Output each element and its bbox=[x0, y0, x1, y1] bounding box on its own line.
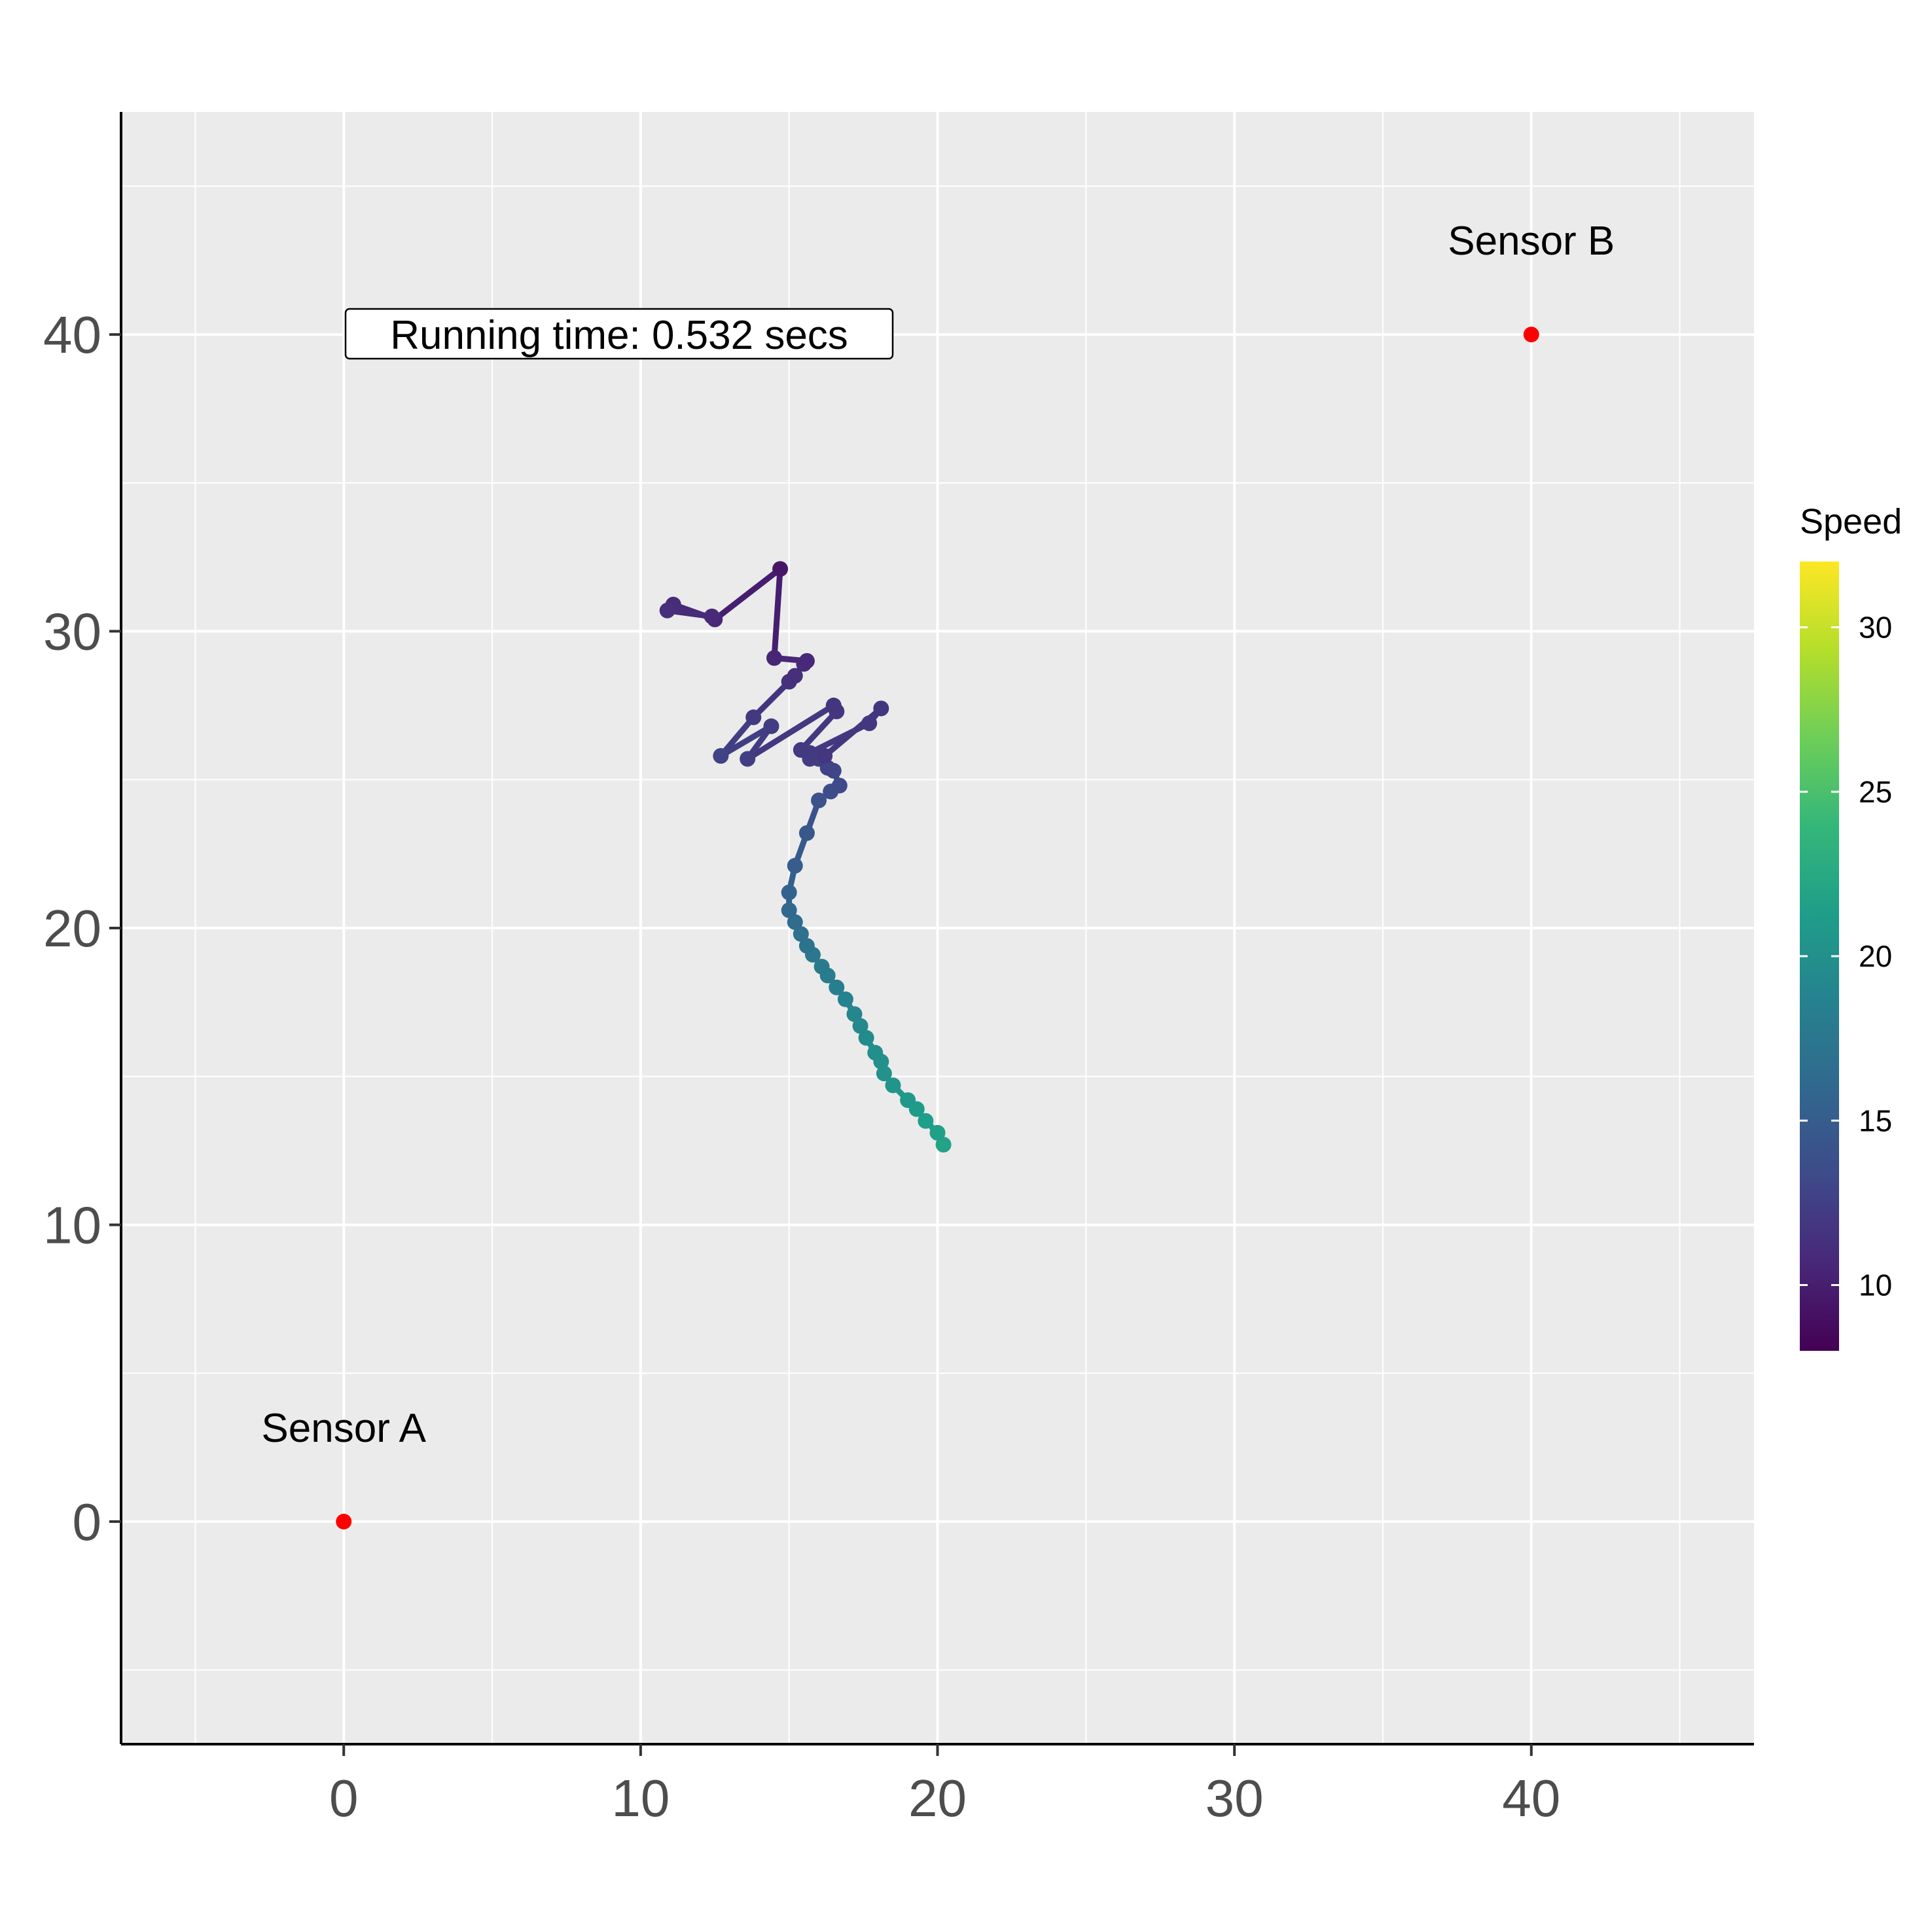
track-point bbox=[929, 1124, 946, 1141]
y-tick-label: 30 bbox=[43, 603, 101, 661]
track-points bbox=[659, 561, 952, 1153]
track-point bbox=[846, 1006, 863, 1022]
track-point bbox=[740, 751, 756, 767]
track-point bbox=[704, 608, 720, 624]
track-segment bbox=[750, 679, 793, 721]
track-point bbox=[798, 825, 815, 841]
track-point bbox=[781, 884, 797, 901]
x-tick-label: 30 bbox=[1206, 1769, 1264, 1827]
track-segment bbox=[717, 723, 774, 759]
sensor-point bbox=[1523, 327, 1539, 343]
colorbar-tick-label: 10 bbox=[1859, 1268, 1892, 1302]
x-tick-label: 20 bbox=[908, 1769, 967, 1827]
track-point bbox=[745, 709, 762, 726]
x-tick-label: 10 bbox=[611, 1769, 670, 1827]
track-point bbox=[900, 1092, 916, 1109]
track-point bbox=[713, 747, 729, 764]
track-point bbox=[763, 718, 779, 734]
track-point bbox=[885, 1077, 901, 1094]
track-point bbox=[787, 857, 803, 874]
sensor-label: Sensor B bbox=[1448, 219, 1615, 264]
colorbar-ticks: 10 15 20 25 30 bbox=[1800, 611, 1892, 1302]
y-tick-label: 40 bbox=[43, 306, 101, 364]
x-axis-ticks: 0 10 20 30 40 bbox=[329, 1744, 1560, 1827]
track-segment bbox=[744, 702, 837, 762]
track-point bbox=[858, 1029, 874, 1046]
track-point bbox=[817, 747, 833, 764]
colorbar-tick-label: 30 bbox=[1859, 611, 1892, 645]
track-point bbox=[825, 697, 842, 713]
track-point bbox=[837, 991, 853, 1007]
track-point bbox=[873, 700, 889, 717]
track-point bbox=[935, 1137, 952, 1153]
colorbar-tick-label: 25 bbox=[1859, 775, 1892, 809]
colorbar-title: Speed bbox=[1800, 502, 1902, 541]
colorbar-tick-label: 15 bbox=[1859, 1103, 1892, 1137]
y-tick-label: 10 bbox=[43, 1196, 101, 1254]
running-time-annotation: Running time: 0.532 secs bbox=[344, 308, 894, 360]
track-segment bbox=[717, 714, 757, 759]
track-point bbox=[793, 926, 809, 942]
track-point bbox=[659, 602, 675, 618]
x-tick-label: 0 bbox=[329, 1769, 359, 1827]
y-tick-label: 20 bbox=[43, 899, 101, 957]
track-point bbox=[918, 1113, 934, 1129]
y-tick-label: 0 bbox=[73, 1493, 102, 1551]
y-axis-ticks: 0 10 20 30 40 bbox=[43, 306, 121, 1551]
annotation-box bbox=[344, 308, 894, 360]
colorbar-legend: Speed 10 15 20 25 30 bbox=[1800, 502, 1902, 1351]
x-tick-label: 40 bbox=[1502, 1769, 1560, 1827]
track-point bbox=[781, 902, 797, 918]
track-point bbox=[793, 742, 809, 758]
track-point bbox=[811, 793, 827, 809]
track-point bbox=[861, 715, 878, 732]
grid-major bbox=[121, 112, 1754, 1744]
track-point bbox=[787, 914, 803, 930]
track-point bbox=[829, 979, 845, 995]
track-point bbox=[772, 561, 789, 577]
sensor-point bbox=[336, 1513, 352, 1530]
track-point bbox=[831, 778, 848, 794]
track-segment bbox=[798, 708, 840, 753]
track-point bbox=[798, 653, 815, 669]
track-point bbox=[787, 668, 803, 684]
track-point bbox=[798, 938, 815, 954]
track-point bbox=[876, 1065, 892, 1082]
track-point bbox=[852, 1018, 868, 1034]
track-point bbox=[766, 650, 782, 666]
track-point bbox=[814, 958, 830, 975]
sensors: Sensor A Sensor B bbox=[261, 219, 1615, 1530]
track-segment bbox=[771, 565, 783, 661]
colorbar-tick-label: 20 bbox=[1859, 939, 1892, 973]
track-point bbox=[867, 1045, 884, 1061]
track-segment bbox=[711, 565, 783, 622]
sensor-label: Sensor A bbox=[261, 1406, 426, 1451]
annotation-text: Running time: 0.532 secs bbox=[390, 313, 848, 358]
